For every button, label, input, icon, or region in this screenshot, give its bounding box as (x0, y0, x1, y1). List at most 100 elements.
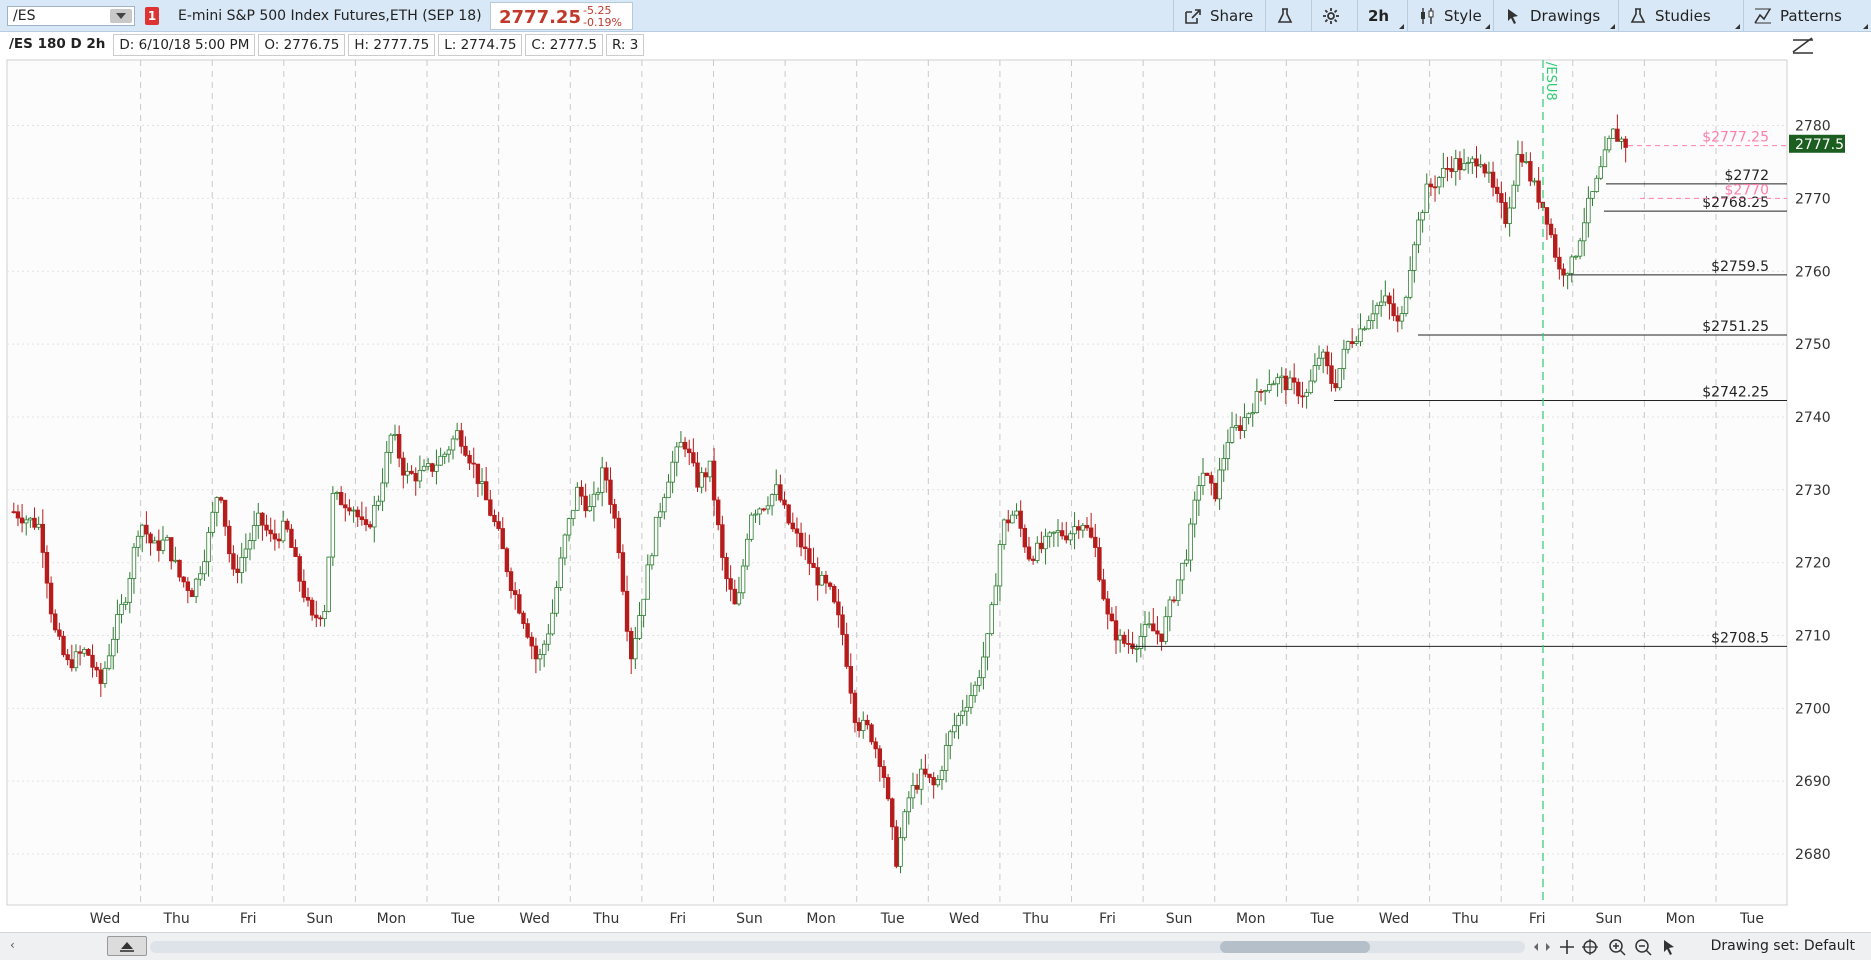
candle-body[interactable] (608, 479, 613, 505)
candle-body[interactable] (956, 715, 961, 727)
candle-body[interactable] (981, 656, 986, 679)
candle-body[interactable] (1010, 514, 1015, 524)
candle-body[interactable] (1014, 510, 1019, 516)
candle-body[interactable] (695, 462, 700, 488)
candle-body[interactable] (1221, 458, 1226, 471)
candle-body[interactable] (1184, 559, 1189, 564)
candle-body[interactable] (1026, 546, 1032, 560)
candle-body[interactable] (425, 463, 431, 467)
candle-body[interactable] (388, 434, 394, 453)
candle-body[interactable] (616, 517, 621, 554)
candle-body[interactable] (1428, 183, 1434, 188)
candle-body[interactable] (1524, 161, 1529, 163)
candle-body[interactable] (707, 460, 713, 478)
candle-body[interactable] (140, 524, 145, 537)
candle-body[interactable] (815, 567, 820, 586)
candle-body[interactable] (910, 785, 916, 799)
candle-body[interactable] (24, 519, 29, 524)
candle-body[interactable] (1598, 166, 1603, 179)
candle-body[interactable] (724, 557, 729, 580)
candle-body[interactable] (919, 768, 924, 790)
candle-body[interactable] (1565, 272, 1570, 276)
share-button[interactable]: Share (1173, 0, 1265, 32)
candle-body[interactable] (554, 587, 559, 614)
candle-body[interactable] (1296, 381, 1301, 397)
candle-body[interactable] (1217, 469, 1222, 500)
candle-body[interactable] (1001, 519, 1007, 545)
candle-body[interactable] (239, 557, 244, 574)
candle-body[interactable] (1080, 524, 1086, 531)
candle-body[interactable] (442, 453, 447, 457)
horizontal-scrollbar[interactable] (150, 941, 1525, 953)
candle-body[interactable] (380, 482, 385, 502)
candle-body[interactable] (1432, 186, 1438, 189)
candle-body[interactable] (297, 556, 302, 582)
candle-body[interactable] (1192, 499, 1197, 525)
candle-body[interactable] (546, 633, 551, 645)
candle-body[interactable] (687, 448, 692, 454)
candle-body[interactable] (595, 491, 601, 495)
candle-body[interactable] (1304, 392, 1309, 397)
candle-body[interactable] (1586, 197, 1591, 224)
candle-body[interactable] (1399, 313, 1405, 322)
candle-body[interactable] (338, 492, 344, 506)
candle-body[interactable] (716, 499, 721, 526)
candle-body[interactable] (1242, 417, 1247, 431)
candle-body[interactable] (106, 655, 112, 669)
candle-body[interactable] (1577, 240, 1583, 257)
candle-body[interactable] (318, 617, 323, 620)
candle-body[interactable] (1142, 624, 1148, 637)
candle-body[interactable] (678, 441, 684, 448)
candle-body[interactable] (541, 643, 547, 655)
candle-body[interactable] (1316, 357, 1322, 366)
zoom-in-icon[interactable] (1609, 939, 1626, 956)
candle-body[interactable] (1151, 623, 1156, 632)
candle-body[interactable] (32, 517, 37, 528)
candle-body[interactable] (417, 469, 423, 482)
candle-body[interactable] (512, 590, 518, 596)
candle-body[interactable] (591, 493, 597, 507)
candle-body[interactable] (413, 473, 418, 482)
candle-body[interactable] (1354, 341, 1359, 344)
candle-body[interactable] (1188, 523, 1193, 561)
candle-body[interactable] (575, 486, 580, 511)
candle-body[interactable] (1109, 613, 1115, 622)
candle-body[interactable] (906, 797, 912, 813)
candle-body[interactable] (790, 522, 795, 530)
candle-body[interactable] (1470, 158, 1475, 163)
candle-body[interactable] (123, 601, 128, 605)
candle-body[interactable] (1519, 154, 1525, 163)
candle-body[interactable] (1557, 256, 1562, 270)
candle-body[interactable] (703, 472, 708, 478)
candle-body[interactable] (1051, 531, 1057, 534)
candle-body[interactable] (343, 504, 348, 509)
candle-body[interactable] (504, 548, 510, 573)
candle-body[interactable] (827, 582, 833, 587)
candle-body[interactable] (372, 504, 377, 528)
candle-body[interactable] (1623, 138, 1628, 148)
candle-body[interactable] (19, 517, 25, 524)
candle-body[interactable] (620, 552, 626, 592)
candle-body[interactable] (111, 638, 116, 657)
candle-body[interactable] (736, 592, 742, 605)
candle-body[interactable] (1006, 519, 1011, 524)
candle-body[interactable] (782, 499, 787, 506)
candle-body[interactable] (479, 481, 485, 484)
candle-body[interactable] (529, 636, 534, 647)
candle-body[interactable] (1362, 328, 1367, 331)
candle-body[interactable] (923, 768, 928, 775)
candle-body[interactable] (148, 533, 153, 544)
candle-body[interactable] (430, 463, 435, 472)
candle-body[interactable] (210, 511, 215, 533)
candle-body[interactable] (1180, 562, 1185, 581)
candle-body[interactable] (492, 514, 497, 523)
candle-body[interactable] (873, 741, 878, 750)
candle-body[interactable] (1553, 234, 1558, 258)
candle-body[interactable] (1101, 579, 1106, 600)
candle-body[interactable] (94, 666, 99, 671)
candle-body[interactable] (1420, 212, 1425, 221)
candle-body[interactable] (156, 540, 162, 551)
pan-icon[interactable] (1560, 940, 1574, 954)
candle-body[interactable] (164, 537, 170, 541)
candle-body[interactable] (1163, 616, 1168, 642)
